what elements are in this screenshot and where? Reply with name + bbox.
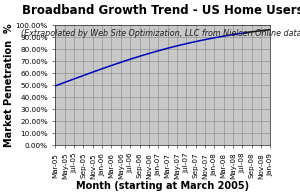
Title: Broadband Growth Trend - US Home Users: Broadband Growth Trend - US Home Users — [22, 4, 300, 17]
Y-axis label: Market Penetration  %: Market Penetration % — [4, 23, 14, 147]
Text: (Extrapolated by Web Site Optimization, LLC from Nielsen Online data): (Extrapolated by Web Site Optimization, … — [21, 29, 300, 38]
X-axis label: Month (starting at March 2005): Month (starting at March 2005) — [76, 181, 249, 191]
